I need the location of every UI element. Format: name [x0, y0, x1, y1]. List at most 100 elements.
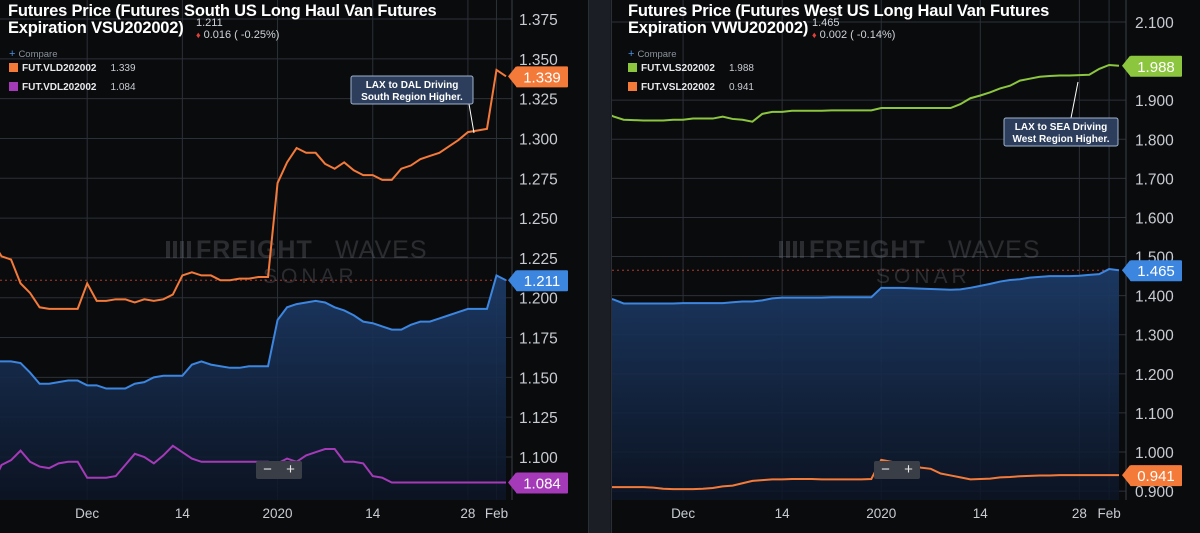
- last-value-label-text: 0.941: [1137, 468, 1175, 485]
- y-tick-label: 1.400: [1135, 289, 1174, 306]
- title-line-2: Expiration VSU202002): [8, 19, 184, 37]
- title-line-1: Futures Price (Futures South US Long Hau…: [8, 2, 437, 20]
- y-tick-label: 1.300: [519, 131, 558, 148]
- legend-swatch: [9, 82, 18, 91]
- legend-value: 0.941: [728, 82, 754, 93]
- legend-symbol: FUT.VDL202002: [22, 82, 97, 93]
- y-tick-label: 1.250: [519, 211, 558, 228]
- legend-item[interactable]: FUT.VLD202002 1.339: [9, 63, 136, 74]
- y-tick-label: 1.700: [1135, 171, 1174, 188]
- compare-button[interactable]: + Compare: [9, 48, 58, 60]
- title-line-2: Expiration VWU202002): [628, 19, 809, 37]
- legend-swatch: [9, 63, 18, 72]
- legend-item[interactable]: FUT.VLS202002 1.988: [628, 63, 754, 74]
- legend-value: 1.339: [110, 63, 136, 74]
- last-value-label-pointer: [508, 472, 516, 493]
- legend-value: 1.988: [728, 63, 754, 74]
- chart-title: Futures Price (Futures South US Long Hau…: [8, 3, 437, 37]
- series-line: [612, 458, 1119, 491]
- watermark-brand-word2: WAVES: [335, 236, 428, 264]
- zoom-minus-icon[interactable]: −: [263, 461, 272, 478]
- last-value-label: 1.211: [508, 270, 568, 292]
- x-tick-label: 28: [460, 506, 475, 521]
- annotation-leader: [468, 103, 475, 134]
- price-change: ♦ 0.016 ( -0.25%): [196, 29, 279, 41]
- watermark-logo-bar: [793, 241, 797, 258]
- watermark-logo-bar: [173, 241, 177, 258]
- y-tick-label: 1.200: [519, 291, 558, 308]
- change-down-triangle-icon: ♦: [812, 30, 817, 40]
- price-change: ♦ 0.002 ( -0.14%): [812, 29, 895, 41]
- series-line: [0, 444, 506, 484]
- x-tick-label: 2020: [263, 506, 293, 521]
- last-value-label-box: [1130, 260, 1182, 282]
- legend-swatch: [628, 63, 637, 72]
- watermark-brand-word1: FREIGHT: [196, 236, 313, 264]
- y-tick-label: 1.325: [519, 92, 558, 109]
- chart-panel-south: FREIGHT WAVES SONAR 1.375 1.350 1.325 1.300 1.2…: [0, 0, 589, 533]
- annotation-text-line-1: LAX to SEA Driving: [1015, 122, 1107, 133]
- annotation-leader: [1070, 81, 1079, 119]
- last-value-label: 1.465: [1122, 260, 1182, 282]
- watermark-brand-word2: WAVES: [948, 236, 1041, 264]
- y-tick-label: 1.300: [1135, 328, 1174, 345]
- watermark-logo-bar: [800, 241, 804, 258]
- chart-title: Futures Price (Futures West US Long Haul…: [628, 3, 1049, 37]
- zoom-controls: − +: [874, 461, 920, 479]
- series-area-fill: [612, 269, 1119, 500]
- last-value-label-box: [1130, 465, 1182, 487]
- annotation-text-line-2: South Region Higher.: [361, 92, 463, 103]
- y-tick-label: 1.100: [519, 450, 558, 467]
- title-line-1: Futures Price (Futures West US Long Haul…: [628, 2, 1050, 20]
- x-tick-label: Dec: [75, 506, 99, 521]
- zoom-plus-icon[interactable]: +: [286, 461, 295, 478]
- zoom-plus-icon[interactable]: +: [904, 461, 913, 478]
- y-tick-label: 1.275: [519, 171, 558, 188]
- compare-label: Compare: [637, 49, 677, 60]
- change-value: 0.002 ( -0.14%): [819, 29, 896, 41]
- watermark-brand-word1: FREIGHT: [809, 236, 926, 264]
- last-value-label-text: 1.465: [1137, 263, 1175, 280]
- watermark-logo-bar: [779, 241, 783, 258]
- last-value-label-pointer: [1122, 465, 1130, 486]
- x-tick-label: 28: [1072, 506, 1087, 521]
- last-value-label: 1.988: [1122, 55, 1182, 77]
- legend-symbol: FUT.VSL202002: [641, 82, 715, 93]
- last-value-label-text: 1.211: [524, 273, 560, 290]
- y-tick-label: 1.200: [1135, 367, 1174, 384]
- last-value-label-box: [516, 270, 568, 292]
- legend-item[interactable]: FUT.VDL202002 1.084: [9, 82, 136, 93]
- zoom-controls: − +: [256, 461, 302, 479]
- last-value-label: 1.339: [508, 66, 568, 88]
- y-tick-label: 1.125: [519, 410, 558, 427]
- last-value-label-box: [516, 66, 568, 88]
- last-value-label-box: [516, 472, 568, 494]
- plus-icon: +: [628, 48, 635, 60]
- last-value-label-text: 1.339: [523, 69, 561, 86]
- zoom-minus-icon[interactable]: −: [881, 461, 890, 478]
- y-tick-label: 1.600: [1135, 210, 1174, 227]
- y-tick-label: 1.800: [1135, 132, 1174, 149]
- x-tick-label: 14: [775, 506, 791, 521]
- legend-value: 1.084: [110, 82, 136, 93]
- last-value-label-pointer: [1122, 55, 1130, 76]
- y-tick-label: 1.225: [519, 251, 558, 268]
- legend-symbol: FUT.VLD202002: [22, 63, 97, 74]
- series-line: [0, 273, 507, 390]
- annotation-text-line-1: LAX to DAL Driving: [366, 80, 459, 91]
- last-value-label: 1.084: [508, 472, 568, 494]
- y-tick-label: 1.375: [519, 12, 558, 29]
- y-tick-label: 1.000: [1135, 445, 1174, 462]
- change-value: 0.016 ( -0.25%): [203, 29, 280, 41]
- watermark-brand-sub: SONAR: [876, 265, 971, 288]
- last-value-label-pointer: [508, 66, 516, 87]
- compare-button[interactable]: + Compare: [628, 48, 677, 60]
- chart-panel-west: FREIGHT WAVES SONAR 2.100 1.900 1.800 1.700 1.6…: [611, 0, 1200, 533]
- plus-icon: +: [9, 48, 16, 60]
- y-tick-label: 1.100: [1135, 406, 1174, 423]
- legend-item[interactable]: FUT.VSL202002 0.941: [628, 82, 754, 93]
- last-value-label: 0.941: [1122, 465, 1182, 487]
- legend-swatch: [628, 82, 637, 91]
